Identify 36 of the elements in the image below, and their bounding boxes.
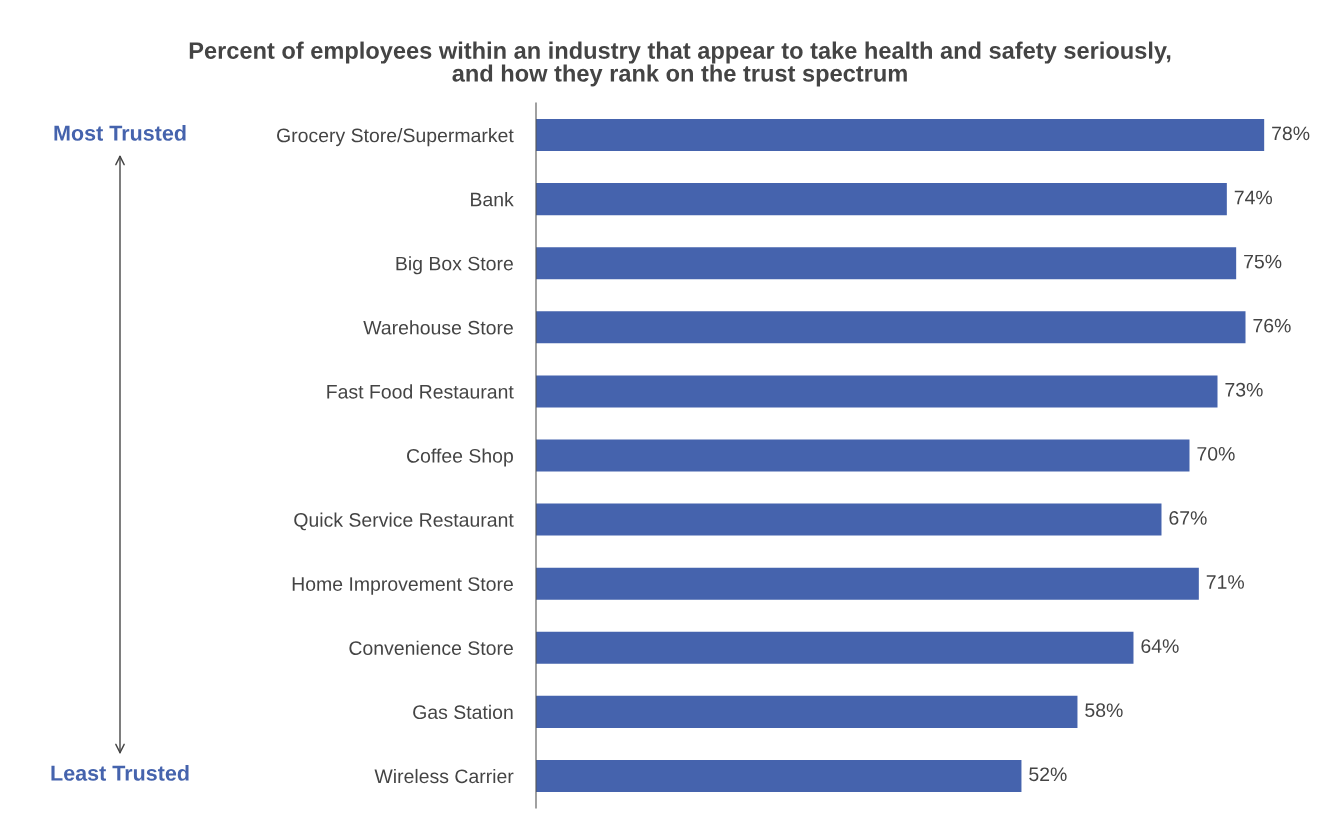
data-label: 71%	[1206, 575, 1244, 589]
y-tick-label: Convenience Store	[349, 640, 513, 656]
y-tick-label: Grocery Store/Supermarket	[277, 128, 514, 147]
data-label: 58%	[1085, 703, 1123, 718]
data-label: 73%	[1225, 382, 1263, 397]
bar	[536, 119, 1265, 152]
y-tick-label: Warehouse Store	[363, 320, 513, 335]
bar	[536, 759, 1022, 792]
data-label: 64%	[1141, 639, 1179, 653]
y-tick-label: Fast Food Restaurant	[327, 384, 514, 399]
bar	[536, 439, 1190, 472]
y-tick-label: Home Improvement Store	[292, 577, 513, 595]
y-tick-label: Big Box Store	[396, 256, 513, 275]
y-tick-label: Bank	[471, 192, 514, 207]
data-label: 52%	[1029, 767, 1067, 782]
bar	[536, 567, 1199, 600]
data-label: 78%	[1272, 126, 1310, 141]
bar	[536, 311, 1246, 344]
data-label: 74%	[1234, 190, 1273, 205]
bar	[536, 503, 1162, 536]
text: Least Trusted	[51, 764, 189, 781]
bar	[536, 183, 1227, 216]
data-label: 76%	[1253, 318, 1291, 333]
y-tick-label: Gas Station	[413, 704, 513, 720]
bar	[536, 695, 1078, 728]
bar	[536, 247, 1237, 280]
data-label: 70%	[1197, 446, 1235, 461]
data-label: 75%	[1244, 254, 1282, 269]
text: Most Trusted	[54, 124, 186, 141]
chart-title: Percent of employees within an industry that appear to take health and safety seriously, and how they rank on the trust spectrum	[189, 41, 1171, 87]
y-tick-label: Quick Service Restaurant	[294, 512, 514, 531]
bar	[536, 631, 1134, 664]
data-label: 67%	[1169, 511, 1207, 525]
y-tick-label: Coffee Shop	[407, 448, 513, 467]
y-tick-label: Wireless Carrier	[374, 768, 514, 784]
bar	[536, 375, 1218, 408]
